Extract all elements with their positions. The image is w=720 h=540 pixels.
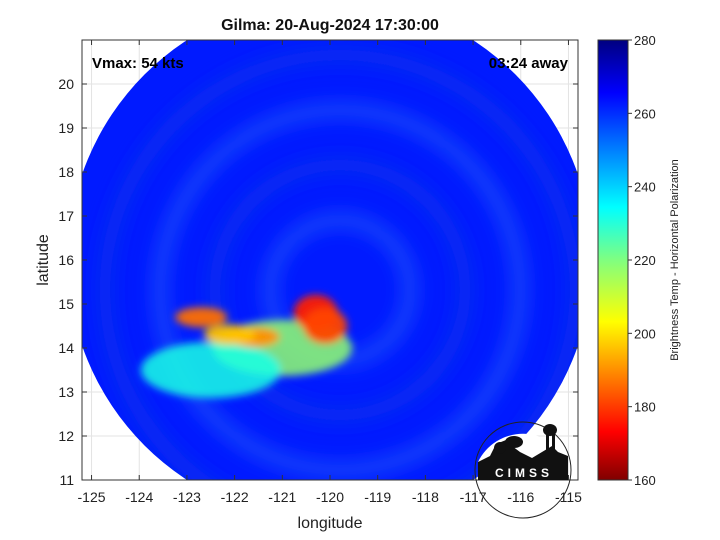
colorbar-tick-label: 240 <box>634 180 656 195</box>
x-axis-label: longitude <box>298 515 363 532</box>
time-away-annotation: 03:24 away <box>489 55 569 72</box>
x-tick-label: -116 <box>507 489 534 505</box>
moist-region-blob <box>140 342 281 398</box>
logo-text: CIMSS <box>495 466 553 480</box>
y-tick-label: 20 <box>58 76 74 92</box>
x-tick-label: -122 <box>221 489 249 505</box>
y-tick-label: 16 <box>58 252 74 268</box>
y-axis-ticks: 11 12 13 14 15 16 17 18 19 20 <box>58 76 578 488</box>
colorbar-label: Brightness Temp - Horizontal Polarizatio… <box>669 159 681 361</box>
rain-band-blob <box>203 324 256 345</box>
spiral-band <box>208 158 472 422</box>
y-tick-label: 19 <box>58 120 74 136</box>
y-tick-label: 14 <box>58 340 74 356</box>
colorbar-tick-label: 180 <box>634 400 656 415</box>
colorbar-tick-label: 200 <box>634 326 656 341</box>
y-tick-label: 18 <box>58 164 74 180</box>
x-axis-ticks: -125 -124 -123 -122 -121 -120 -119 -118 -117 -116… <box>78 40 582 505</box>
x-tick-label: -123 <box>173 489 201 505</box>
swath-field <box>82 40 578 480</box>
x-tick-label: -119 <box>364 489 391 505</box>
vmax-annotation: Vmax: 54 kts <box>92 55 184 72</box>
y-tick-label: 15 <box>58 296 74 312</box>
x-tick-label: -125 <box>78 489 106 505</box>
convective-features <box>140 294 353 398</box>
colorbar-tick-label: 160 <box>634 473 656 488</box>
colorbar-tick-label: 260 <box>634 106 656 121</box>
colorbar-ticks: 160 180 200 220 240 260 280 <box>628 33 656 488</box>
colorbar <box>597 39 629 481</box>
cold-core-blob <box>303 308 348 344</box>
cimss-logo: CIMSS <box>474 421 572 519</box>
y-tick-label: 11 <box>59 472 74 488</box>
colorbar-tick-label: 220 <box>634 253 656 268</box>
x-tick-label: -121 <box>268 489 296 505</box>
y-tick-label: 12 <box>58 428 74 444</box>
spiral-band <box>98 48 578 480</box>
x-tick-label: -124 <box>125 489 153 505</box>
spiral-band <box>153 103 527 477</box>
spiral-bands <box>98 48 578 480</box>
x-tick-label: -118 <box>412 489 439 505</box>
y-tick-label: 13 <box>58 384 74 400</box>
colorbar-tick-label: 280 <box>634 33 656 48</box>
rain-band-blob <box>175 307 228 328</box>
y-axis-label: latitude <box>35 234 52 286</box>
x-tick-label: -115 <box>555 489 582 505</box>
x-tick-label: -117 <box>460 489 487 505</box>
x-tick-label: -120 <box>316 489 344 505</box>
chart-title: Gilma: 20-Aug-2024 17:30:00 <box>221 17 439 34</box>
y-tick-label: 17 <box>58 208 74 224</box>
